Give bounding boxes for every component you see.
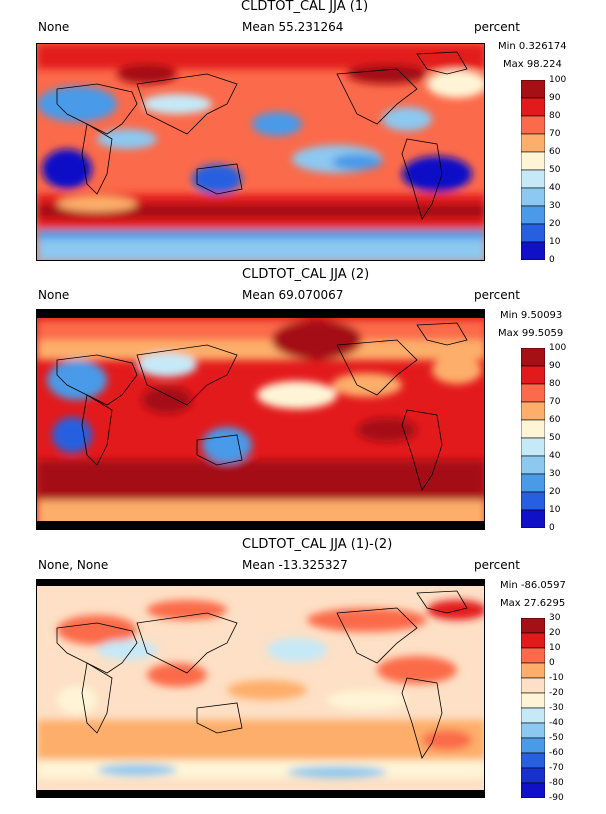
colorbar-tick-label: 60 xyxy=(549,147,561,157)
colorbar-segment xyxy=(521,348,545,367)
colorbar-tick-label: 0 xyxy=(549,658,555,668)
colorbar-segment xyxy=(521,80,545,99)
colorbar-tick-label: 60 xyxy=(549,415,561,425)
colorbar-segment xyxy=(521,223,545,243)
colorbar-tick-label: -40 xyxy=(549,718,564,728)
panel1-title: CLDTOT_CAL JJA (1) xyxy=(241,0,369,14)
panel2-min: Min 9.50093 xyxy=(500,310,563,321)
panel1-map xyxy=(36,43,485,261)
panel1-left-label: None xyxy=(38,20,70,34)
colorbar-tick-label: 80 xyxy=(549,111,561,121)
colorbar-tick-label: 90 xyxy=(549,361,561,371)
panel2-left-label: None xyxy=(38,288,70,302)
colorbar-segment xyxy=(521,187,545,207)
colorbar-segment xyxy=(521,205,545,225)
colorbar-segment xyxy=(521,473,545,493)
colorbar-tick-label: 10 xyxy=(549,505,561,515)
colorbar-tick-label: -80 xyxy=(549,778,564,788)
colorbar-tick-label: 20 xyxy=(549,628,561,638)
colorbar-tick-label: 30 xyxy=(549,613,561,623)
colorbar-tick-label: 10 xyxy=(549,643,561,653)
colorbar-tick-label: 50 xyxy=(549,433,561,443)
panel1-mean: Mean 55.231264 xyxy=(242,20,344,34)
colorbar-tick-label: 20 xyxy=(549,219,561,229)
panel2-title: CLDTOT_CAL JJA (2) xyxy=(242,267,370,282)
colorbar-segment xyxy=(521,692,545,709)
colorbar-segment xyxy=(521,737,545,754)
panel2-colorbar xyxy=(521,348,545,528)
colorbar-tick-label: -50 xyxy=(549,733,564,743)
colorbar-segment xyxy=(521,115,545,135)
colorbar-segment xyxy=(521,401,545,421)
colorbar-segment xyxy=(521,151,545,171)
colorbar-segment xyxy=(521,752,545,769)
colorbar-segment xyxy=(521,618,545,634)
panel3-left-label: None, None xyxy=(38,558,109,572)
colorbar-tick-label: -10 xyxy=(549,673,564,683)
colorbar-tick-label: -20 xyxy=(549,688,564,698)
colorbar-tick-label: 0 xyxy=(549,523,555,533)
panel1-max: Max 98.224 xyxy=(503,59,562,70)
panel1-colorbar xyxy=(521,80,545,260)
colorbar-segment xyxy=(521,133,545,153)
panel1-units: percent xyxy=(474,20,520,34)
colorbar-segment xyxy=(521,632,545,649)
colorbar-tick-label: 100 xyxy=(549,343,567,353)
colorbar-segment xyxy=(521,455,545,475)
panel2-map xyxy=(36,309,485,530)
colorbar-tick-label: -90 xyxy=(549,793,564,803)
colorbar-segment xyxy=(521,647,545,664)
colorbar-segment xyxy=(521,662,545,679)
colorbar-tick-label: -30 xyxy=(549,703,564,713)
colorbar-tick-label: 90 xyxy=(549,93,561,103)
colorbar-segment xyxy=(521,97,545,117)
colorbar-segment xyxy=(521,722,545,739)
colorbar-tick-label: -70 xyxy=(549,763,564,773)
colorbar-tick-label: 50 xyxy=(549,165,561,175)
colorbar-segment xyxy=(521,782,545,798)
colorbar-segment xyxy=(521,707,545,724)
colorbar-segment xyxy=(521,509,545,528)
colorbar-tick-label: 0 xyxy=(549,255,555,265)
colorbar-tick-label: -60 xyxy=(549,748,564,758)
colorbar-tick-label: 30 xyxy=(549,201,561,211)
colorbar-segment xyxy=(521,677,545,694)
colorbar-tick-label: 40 xyxy=(549,451,561,461)
colorbar-tick-label: 100 xyxy=(549,75,567,85)
panel3-units: percent xyxy=(474,558,520,572)
panel3-map xyxy=(36,579,485,798)
colorbar-segment xyxy=(521,169,545,189)
panel3-colorbar xyxy=(521,618,545,798)
colorbar-segment xyxy=(521,767,545,784)
colorbar-tick-label: 70 xyxy=(549,397,561,407)
colorbar-tick-label: 70 xyxy=(549,129,561,139)
panel3-mean: Mean -13.325327 xyxy=(242,558,348,572)
panel3-title: CLDTOT_CAL JJA (1)-(2) xyxy=(242,537,393,552)
panel2-mean: Mean 69.070067 xyxy=(242,288,344,302)
panel3-max: Max 27.6295 xyxy=(500,598,566,609)
colorbar-tick-label: 30 xyxy=(549,469,561,479)
colorbar-tick-label: 40 xyxy=(549,183,561,193)
colorbar-segment xyxy=(521,491,545,511)
colorbar-segment xyxy=(521,383,545,403)
colorbar-segment xyxy=(521,437,545,457)
colorbar-tick-label: 20 xyxy=(549,487,561,497)
panel3-min: Min -86.0597 xyxy=(500,580,566,591)
panel1-min: Min 0.326174 xyxy=(498,41,567,52)
colorbar-tick-label: 10 xyxy=(549,237,561,247)
colorbar-tick-label: 80 xyxy=(549,379,561,389)
panel2-units: percent xyxy=(474,288,520,302)
panel2-max: Max 99.5059 xyxy=(498,328,564,339)
colorbar-segment xyxy=(521,365,545,385)
colorbar-segment xyxy=(521,241,545,260)
colorbar-segment xyxy=(521,419,545,439)
